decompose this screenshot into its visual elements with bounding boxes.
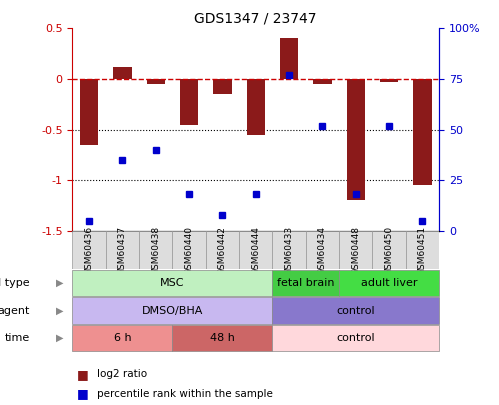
Bar bbox=[339, 270, 439, 296]
Text: time: time bbox=[4, 333, 30, 343]
Text: GSM60448: GSM60448 bbox=[351, 226, 360, 275]
Text: GSM60438: GSM60438 bbox=[151, 226, 160, 275]
Bar bbox=[72, 297, 272, 324]
Bar bbox=[80, 79, 98, 145]
Bar bbox=[239, 231, 272, 269]
Text: GSM60444: GSM60444 bbox=[251, 226, 260, 275]
Text: GSM60434: GSM60434 bbox=[318, 226, 327, 275]
Text: 48 h: 48 h bbox=[210, 333, 235, 343]
Bar bbox=[172, 325, 272, 352]
Bar bbox=[72, 270, 272, 296]
Bar bbox=[247, 79, 265, 134]
Text: DMSO/BHA: DMSO/BHA bbox=[142, 306, 203, 315]
Bar bbox=[213, 79, 232, 94]
Bar bbox=[372, 231, 406, 269]
Bar bbox=[313, 79, 332, 84]
Bar bbox=[380, 79, 398, 82]
Text: ■: ■ bbox=[77, 387, 89, 400]
Bar bbox=[272, 231, 306, 269]
Bar bbox=[139, 231, 172, 269]
Bar bbox=[347, 79, 365, 200]
Text: cell type: cell type bbox=[0, 278, 30, 288]
Text: GSM60442: GSM60442 bbox=[218, 226, 227, 275]
Text: agent: agent bbox=[0, 306, 30, 315]
Bar bbox=[72, 325, 172, 352]
Text: GSM60436: GSM60436 bbox=[84, 226, 93, 275]
Text: GSM60433: GSM60433 bbox=[284, 226, 293, 275]
Bar bbox=[180, 79, 198, 125]
Bar bbox=[306, 231, 339, 269]
Bar bbox=[413, 79, 432, 185]
Text: GSM60440: GSM60440 bbox=[185, 226, 194, 275]
Bar bbox=[147, 79, 165, 84]
Bar bbox=[206, 231, 239, 269]
Text: ▶: ▶ bbox=[56, 333, 64, 343]
Bar bbox=[272, 297, 439, 324]
Text: adult liver: adult liver bbox=[361, 278, 417, 288]
Bar bbox=[272, 270, 339, 296]
Text: control: control bbox=[336, 306, 375, 315]
Bar bbox=[339, 231, 372, 269]
Bar bbox=[272, 325, 439, 352]
Text: ▶: ▶ bbox=[56, 278, 64, 288]
Text: 6 h: 6 h bbox=[114, 333, 131, 343]
Text: ▶: ▶ bbox=[56, 306, 64, 315]
Text: MSC: MSC bbox=[160, 278, 185, 288]
Bar bbox=[406, 231, 439, 269]
Text: control: control bbox=[336, 333, 375, 343]
Text: GSM60451: GSM60451 bbox=[418, 226, 427, 275]
Bar bbox=[106, 231, 139, 269]
Bar bbox=[280, 38, 298, 79]
Title: GDS1347 / 23747: GDS1347 / 23747 bbox=[195, 12, 317, 26]
Bar bbox=[172, 231, 206, 269]
Bar bbox=[113, 67, 132, 79]
Text: GSM60450: GSM60450 bbox=[385, 226, 394, 275]
Text: GSM60437: GSM60437 bbox=[118, 226, 127, 275]
Text: log2 ratio: log2 ratio bbox=[97, 369, 147, 379]
Text: ■: ■ bbox=[77, 368, 89, 381]
Text: fetal brain: fetal brain bbox=[277, 278, 334, 288]
Text: percentile rank within the sample: percentile rank within the sample bbox=[97, 389, 273, 399]
Bar bbox=[72, 231, 106, 269]
